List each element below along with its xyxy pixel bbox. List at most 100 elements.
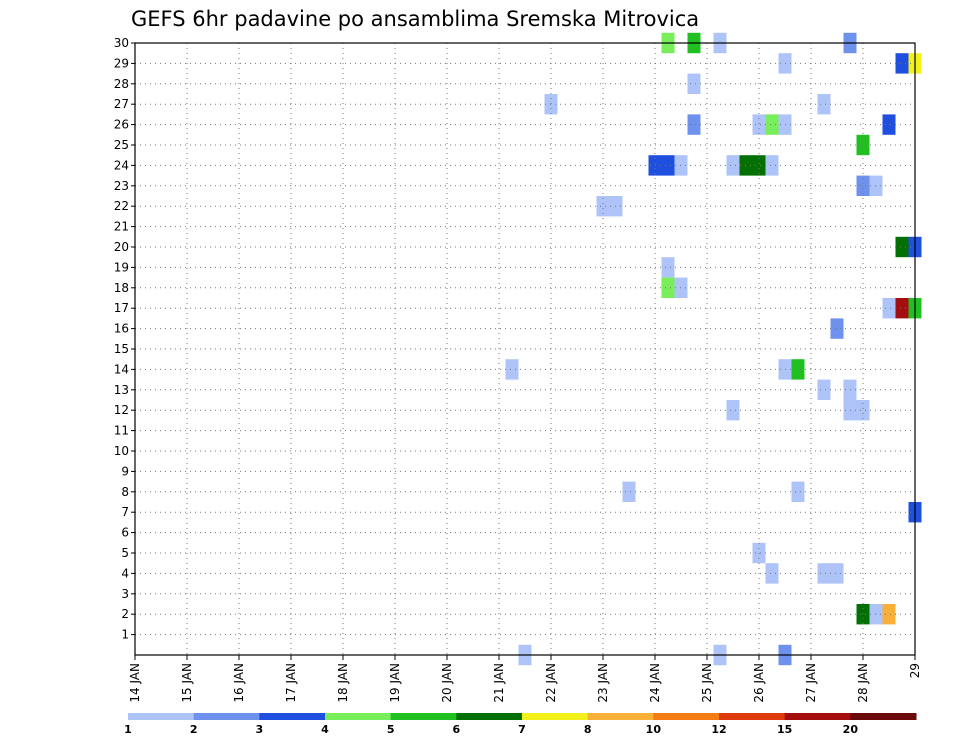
heatmap-cell-25 <box>596 196 610 217</box>
heatmap-cells <box>505 32 922 666</box>
y-tick-labels: 1234567891011121314151617181920212223242… <box>114 36 129 642</box>
heatmap-cell-19 <box>726 155 740 176</box>
heatmap-cell-21 <box>752 155 766 176</box>
y-tick-label: 19 <box>114 260 129 274</box>
heatmap-cell-51 <box>856 604 870 625</box>
x-tick-label: 15 JAN <box>180 663 194 703</box>
x-tick-label: 16 JAN <box>232 663 246 703</box>
heatmap-cell-22 <box>765 155 779 176</box>
y-tick-label: 13 <box>114 383 129 397</box>
y-tick-label: 18 <box>114 281 129 295</box>
y-tick-label: 9 <box>121 464 129 478</box>
colorbar-label: 4 <box>321 723 329 736</box>
y-tick-label: 16 <box>114 322 129 336</box>
heatmap-cell-35 <box>830 318 844 339</box>
colorbar-label: 2 <box>190 723 198 736</box>
colorbar-swatch <box>325 713 392 720</box>
y-tick-label: 26 <box>114 118 129 132</box>
colorbar-label: 15 <box>777 723 792 736</box>
y-tick-label: 21 <box>114 220 129 234</box>
heatmap-cell-45 <box>791 481 805 502</box>
heatmap-cell-9 <box>817 94 831 115</box>
colorbar-label: 8 <box>584 723 592 736</box>
y-tick-label: 1 <box>121 628 129 642</box>
heatmap-cell-36 <box>505 359 519 380</box>
heatmap-cell-23 <box>856 175 870 196</box>
x-tick-label: 27 JAN <box>804 663 818 703</box>
heatmap-cell-33 <box>895 298 909 319</box>
x-tick-label: 25 JAN <box>700 663 714 703</box>
y-tick-label: 4 <box>121 566 129 580</box>
heatmap-cell-39 <box>817 379 831 400</box>
heatmap-cell-15 <box>856 134 870 156</box>
heatmap-cell-49 <box>817 563 831 584</box>
colorbar-label: 1 <box>124 723 132 736</box>
heatmap-cell-11 <box>752 114 766 135</box>
y-tick-label: 7 <box>121 505 129 519</box>
y-tick-label: 25 <box>114 138 129 152</box>
colorbar: 1 2 3 4 5 6 7 8 10 12 15 20 <box>124 713 917 736</box>
x-tick-label: 24 JAN <box>648 663 662 703</box>
y-tick-label: 17 <box>114 301 129 315</box>
x-tick-label: 17 JAN <box>284 663 298 703</box>
colorbar-swatch <box>128 713 195 720</box>
x-tick-label: 29 <box>908 663 922 678</box>
y-tick-label: 15 <box>114 342 129 356</box>
colorbar-label: 20 <box>843 723 859 736</box>
y-tick-label: 12 <box>114 403 129 417</box>
y-tick-label: 30 <box>114 36 129 50</box>
y-tick-label: 22 <box>114 199 129 213</box>
x-tick-labels: 14 JAN 15 JAN 16 JAN 17 JAN 18 JAN 19 JAN 20 J… <box>128 663 922 703</box>
heatmap-cell-32 <box>882 298 896 319</box>
colorbar-swatch <box>193 713 260 720</box>
x-tick-label: 22 JAN <box>544 663 558 703</box>
y-tick-label: 6 <box>121 526 129 540</box>
colorbar-label: 7 <box>518 723 526 736</box>
heatmap-cell-29 <box>661 257 675 278</box>
colorbar-swatch <box>390 713 457 720</box>
heatmap-cell-48 <box>765 563 779 584</box>
heatmap-cell-17 <box>661 155 675 176</box>
heatmap-cell-53 <box>882 604 896 625</box>
colorbar-swatch <box>456 713 523 720</box>
heatmap-cell-44 <box>622 481 636 502</box>
y-tick-label: 8 <box>121 485 129 499</box>
x-tick-label: 19 JAN <box>388 663 402 703</box>
heatmap-cell-38 <box>791 359 805 380</box>
colorbar-label: 6 <box>453 723 461 736</box>
x-tick-label: 26 JAN <box>752 663 766 703</box>
x-tick-label: 21 JAN <box>492 663 506 703</box>
y-tick-label: 23 <box>114 179 129 193</box>
y-tick-label: 20 <box>114 240 129 254</box>
colorbar-swatch <box>522 713 589 720</box>
y-tick-label: 5 <box>121 546 129 560</box>
colorbar-swatch <box>587 713 654 720</box>
y-tick-label: 11 <box>114 424 129 438</box>
axes <box>131 42 916 660</box>
heatmap-cell-10 <box>687 114 701 135</box>
colorbar-label: 5 <box>387 723 395 736</box>
heatmap-cell-50 <box>830 563 844 584</box>
colorbar-swatch <box>653 713 720 720</box>
colorbar-label: 3 <box>256 723 264 736</box>
gridlines <box>135 43 915 655</box>
colorbar-label: 10 <box>646 723 662 736</box>
colorbar-label: 12 <box>711 723 726 736</box>
y-tick-label: 29 <box>114 56 129 70</box>
y-tick-label: 2 <box>121 607 129 621</box>
heatmap-cell-43 <box>856 400 870 421</box>
y-tick-label: 24 <box>114 158 129 172</box>
y-tick-label: 27 <box>114 97 129 111</box>
x-tick-label: 18 JAN <box>336 663 350 703</box>
heatmap-cell-41 <box>726 400 740 421</box>
heatmap-cell-5 <box>895 53 909 74</box>
y-tick-label: 10 <box>114 444 129 458</box>
heatmap-cell-30 <box>661 277 675 298</box>
colorbar-swatch <box>784 713 851 720</box>
y-tick-label: 3 <box>121 587 129 601</box>
colorbar-swatch <box>850 713 917 720</box>
heatmap-cell-7 <box>687 73 701 94</box>
heatmap-cell-12 <box>765 114 779 135</box>
colorbar-swatch <box>259 713 326 720</box>
